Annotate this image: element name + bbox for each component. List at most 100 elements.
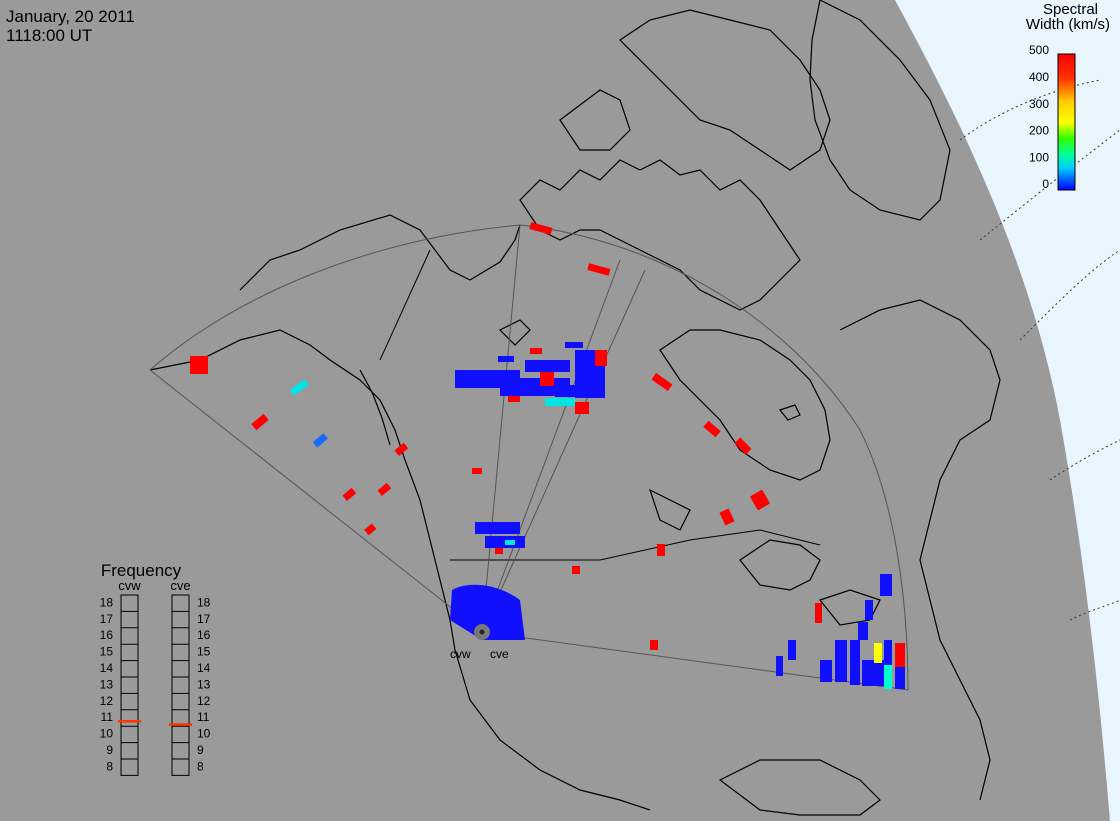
- frequency-scale-label-right: 11: [197, 710, 210, 724]
- scatter-cell: [289, 379, 309, 396]
- scatter-cell: [251, 413, 269, 431]
- cvw-fov: [149, 224, 521, 633]
- frequency-scale-label-right: 9: [197, 743, 204, 757]
- colorbar-tick-label: 300: [1029, 97, 1049, 111]
- beam-edge-1: [481, 259, 621, 633]
- scatter-cell: [394, 442, 409, 456]
- latitude-grid: [959, 79, 1120, 621]
- frequency-scale-label-left: 15: [100, 645, 114, 659]
- scatter-cell: [190, 356, 208, 374]
- scatter-cell: [565, 342, 583, 348]
- time-label: 1118:00 UT: [6, 26, 92, 45]
- frequency-columns: cvw cve 18 18 17 17 16 16 15 15 14 14 13 13 12 12 11 11 10…: [100, 578, 211, 776]
- scatter-cell: [508, 396, 520, 402]
- scatter-cell: [895, 643, 905, 667]
- scatter-cell: [719, 508, 735, 526]
- scatter-cell: [530, 348, 542, 354]
- colorbar-title-line2: Width (km/s): [1026, 16, 1110, 33]
- scatter-cell: [815, 603, 822, 623]
- scatter-cell: [865, 600, 873, 620]
- scatter-cell: [495, 548, 503, 554]
- frequency-scale-label-left: 11: [101, 710, 114, 724]
- scatter-cell: [555, 385, 579, 397]
- colorbar-tick-label: 400: [1029, 70, 1049, 84]
- cve-fov-arc: [519, 224, 909, 691]
- scatter-cell: [788, 640, 796, 660]
- radar-label-west: cvw: [450, 647, 471, 661]
- scatter-cell: [529, 222, 553, 235]
- frequency-scale-label-left: 8: [106, 759, 113, 773]
- scatter-cell: [472, 468, 482, 474]
- scatter-cell: [884, 640, 892, 688]
- frequency-scale-label-left: 17: [100, 612, 114, 626]
- frequency-scale-label-right: 18: [197, 595, 211, 609]
- scatter-cell: [540, 372, 554, 386]
- scatter-cell: [575, 402, 589, 414]
- scatter-cell: [734, 437, 752, 455]
- frequency-scale-label-right: 13: [197, 677, 211, 691]
- scatter-cell: [525, 360, 570, 372]
- frequency-panel: Frequency cvw cve 18 18 17 17 16 16 15 15 14 14 13 13…: [100, 561, 211, 776]
- radar-fov-outlines: [149, 224, 909, 691]
- colorbar-tick-label: 200: [1029, 124, 1049, 138]
- scatter-cell: [862, 660, 884, 686]
- frequency-scale-label-left: 12: [100, 694, 114, 708]
- spectral-width-colorbar: Spectral Width (km/s) 500 400 300 200 100 0: [1026, 1, 1110, 191]
- scatter-cell: [835, 640, 847, 682]
- frequency-scale-label-left: 16: [100, 628, 114, 642]
- beam-edge-3: [481, 224, 521, 633]
- frequency-scale-label-right: 10: [197, 727, 211, 741]
- frequency-scale-label-right: 16: [197, 628, 211, 642]
- backscatter-cells: [190, 222, 905, 689]
- frequency-scale-label-left: 13: [100, 677, 114, 691]
- radar-label-east: cve: [490, 647, 509, 661]
- scatter-cell: [545, 398, 575, 406]
- colorbar-title-line1: Spectral: [1043, 1, 1098, 18]
- scatter-cell: [850, 640, 860, 685]
- colorbar-tick-label: 500: [1029, 43, 1049, 57]
- scatter-cell: [820, 660, 832, 682]
- frequency-scale-label-left: 9: [106, 743, 113, 757]
- date-label: January, 20 2011: [6, 7, 135, 26]
- scatter-cell: [651, 372, 673, 392]
- scatter-cell: [657, 544, 665, 556]
- colorbar-ticks: 500 400 300 200 100 0: [1029, 43, 1049, 191]
- beam-edge-2: [481, 269, 646, 633]
- scatter-cell: [572, 566, 580, 574]
- scatter-cell: [498, 356, 514, 362]
- scatter-cell: [364, 523, 377, 536]
- scatter-cell: [776, 656, 783, 676]
- scatter-cell: [858, 622, 868, 640]
- scatter-cell: [895, 667, 905, 689]
- scatter-cell: [749, 489, 771, 511]
- colorbar-tick-label: 0: [1042, 177, 1049, 191]
- coastlines: [149, 0, 1001, 816]
- scatter-cell: [475, 522, 520, 534]
- frequency-scale-label-right: 17: [197, 612, 211, 626]
- frequency-scale-label-right: 14: [197, 661, 211, 675]
- frequency-scale-label-right: 8: [197, 759, 204, 773]
- radar-site-center: [479, 629, 485, 635]
- frequency-radar-name: cve: [170, 578, 190, 593]
- frequency-scale-label-right: 12: [197, 694, 211, 708]
- frequency-column-cvw: [120, 594, 139, 776]
- scatter-cell: [650, 640, 658, 650]
- frequency-scale-label-left: 10: [100, 727, 114, 741]
- scatter-cell: [884, 665, 892, 689]
- scatter-cell: [880, 574, 892, 596]
- scatter-cell: [377, 482, 392, 496]
- scatter-cell: [595, 350, 607, 366]
- frequency-radar-name: cvw: [118, 578, 141, 593]
- frequency-scale-label-right: 15: [197, 645, 211, 659]
- colorbar-gradient: [1057, 53, 1076, 191]
- scatter-cell: [342, 487, 357, 501]
- frequency-scale-label-left: 18: [100, 595, 114, 609]
- off-globe-region: [895, 0, 1120, 821]
- scatter-cell: [703, 420, 721, 438]
- frequency-column-cve: [171, 594, 190, 776]
- scatter-cell: [587, 263, 611, 276]
- scatter-cell: [505, 540, 515, 545]
- frequency-title: Frequency: [101, 561, 182, 580]
